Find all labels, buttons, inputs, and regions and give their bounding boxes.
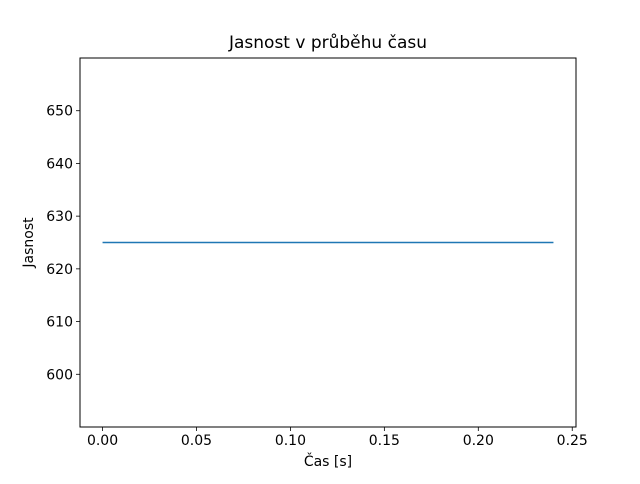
- axis-ticks: 0.00 0.05 0.10 0.15 0.20 0.25 600 610 620 630 640 6…: [46, 104, 588, 449]
- y-tick-label: 600: [46, 367, 73, 383]
- x-axis-label: Čas [s]: [304, 452, 352, 470]
- x-tick-label: 0.10: [275, 433, 306, 449]
- x-tick-label: 0.00: [87, 433, 118, 449]
- chart-title: Jasnost v průběhu času: [228, 33, 427, 53]
- x-tick-label: 0.05: [181, 433, 212, 449]
- y-tick-label: 650: [46, 104, 73, 120]
- y-tick-label: 630: [46, 209, 73, 225]
- y-axis-label: Jasnost: [21, 217, 37, 269]
- y-tick-label: 620: [46, 262, 73, 278]
- x-tick-label: 0.20: [463, 433, 494, 449]
- x-tick-label: 0.25: [557, 433, 588, 449]
- y-tick-label: 610: [46, 315, 73, 331]
- axes-spines: [79, 57, 577, 428]
- y-tick-label: 640: [46, 156, 73, 172]
- x-tick-label: 0.15: [369, 433, 400, 449]
